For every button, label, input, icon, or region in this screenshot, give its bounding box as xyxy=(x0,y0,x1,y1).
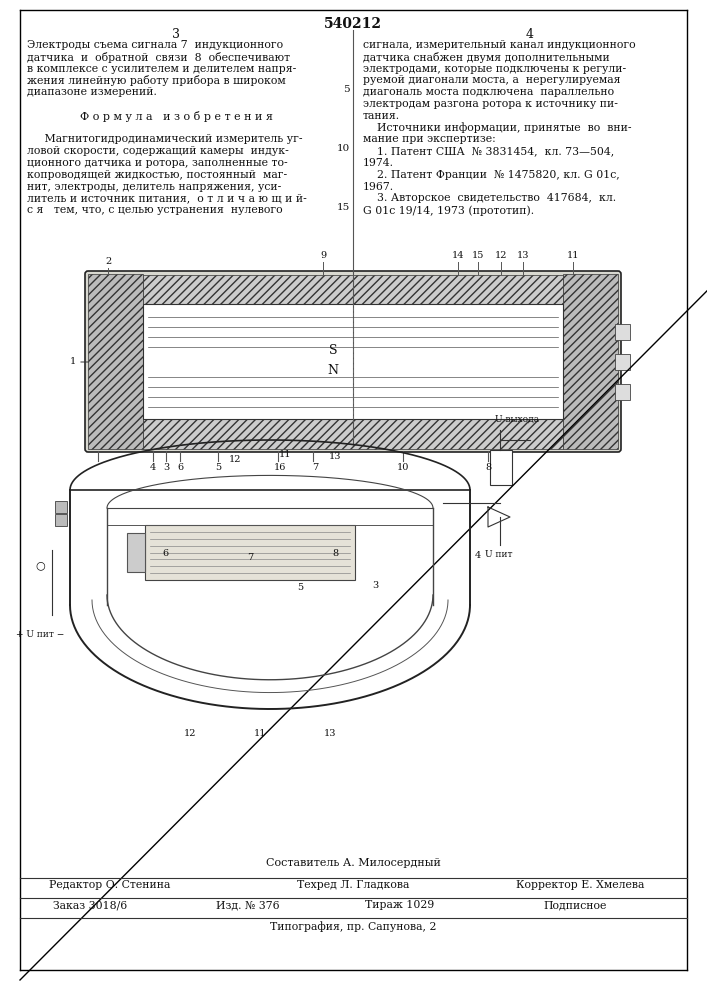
Text: 9: 9 xyxy=(320,251,326,260)
Text: 4: 4 xyxy=(475,550,481,560)
Bar xyxy=(143,419,563,449)
Text: 15: 15 xyxy=(472,251,484,260)
Bar xyxy=(88,274,143,449)
Text: Составитель А. Милосердный: Составитель А. Милосердный xyxy=(266,858,440,868)
Bar xyxy=(143,275,563,305)
Text: сигнала, измерительный канал индукционного: сигнала, измерительный канал индукционно… xyxy=(363,40,636,50)
Text: 15: 15 xyxy=(337,203,350,212)
Text: нит, электроды, делитель напряжения, уси-: нит, электроды, делитель напряжения, уси… xyxy=(27,182,281,192)
Text: копроводящей жидкостью, постоянный  маг-: копроводящей жидкостью, постоянный маг- xyxy=(27,170,287,180)
Text: 2: 2 xyxy=(105,257,111,266)
Text: 3: 3 xyxy=(372,580,378,589)
Text: 8: 8 xyxy=(485,463,491,472)
Text: Типография, пр. Сапунова, 2: Типография, пр. Сапунова, 2 xyxy=(270,921,436,932)
FancyBboxPatch shape xyxy=(85,271,621,452)
Bar xyxy=(127,533,145,572)
Text: 1967.: 1967. xyxy=(363,182,394,192)
Text: 12: 12 xyxy=(184,729,197,738)
Bar xyxy=(615,324,630,340)
Text: 3: 3 xyxy=(163,463,169,472)
Text: ловой скорости, содержащий камеры  индук-: ловой скорости, содержащий камеры индук- xyxy=(27,146,288,156)
Text: 12: 12 xyxy=(495,251,507,260)
Text: 3: 3 xyxy=(172,28,180,41)
Text: ционного датчика и ротора, заполненные то-: ционного датчика и ротора, заполненные т… xyxy=(27,158,288,168)
Text: литель и источник питания,  о т л и ч а ю щ и й-: литель и источник питания, о т л и ч а ю… xyxy=(27,193,307,203)
Text: электродами, которые подключены к регули-: электродами, которые подключены к регули… xyxy=(363,64,626,74)
Text: 13: 13 xyxy=(329,452,341,461)
Bar xyxy=(615,354,630,370)
Text: датчика снабжен двумя дополнительными: датчика снабжен двумя дополнительными xyxy=(363,52,609,63)
Text: 1: 1 xyxy=(70,358,76,366)
Text: Подписное: Подписное xyxy=(543,900,607,910)
Text: 3. Авторское  свидетельство  417684,  кл.: 3. Авторское свидетельство 417684, кл. xyxy=(363,193,616,203)
Text: S: S xyxy=(329,344,337,357)
Text: Корректор Е. Хмелева: Корректор Е. Хмелева xyxy=(516,880,644,890)
Bar xyxy=(615,384,630,400)
Text: Редактор О. Стенина: Редактор О. Стенина xyxy=(49,880,170,890)
Text: тания.: тания. xyxy=(363,111,400,121)
Text: диагональ моста подключена  параллельно: диагональ моста подключена параллельно xyxy=(363,87,614,97)
Text: 4: 4 xyxy=(150,463,156,472)
Text: 12: 12 xyxy=(229,455,241,464)
Text: датчика  и  обратной  связи  8  обеспечивают: датчика и обратной связи 8 обеспечивают xyxy=(27,52,290,63)
Text: 6: 6 xyxy=(177,463,183,472)
Text: 7: 7 xyxy=(312,463,318,472)
Text: 1. Патент США  № 3831454,  кл. 73—504,: 1. Патент США № 3831454, кл. 73—504, xyxy=(363,146,614,156)
Text: Техред Л. Гладкова: Техред Л. Гладкова xyxy=(297,880,409,890)
Bar xyxy=(145,525,355,580)
Text: 10: 10 xyxy=(397,463,409,472)
Text: + U пит −: + U пит − xyxy=(16,630,64,639)
Text: 16: 16 xyxy=(274,463,286,472)
Text: в комплексе с усилителем и делителем напря-: в комплексе с усилителем и делителем нап… xyxy=(27,64,296,74)
Text: 11: 11 xyxy=(254,729,267,738)
Text: Ф о р м у л а   и з о б р е т е н и я: Ф о р м у л а и з о б р е т е н и я xyxy=(80,111,272,122)
Text: 11: 11 xyxy=(279,450,291,459)
Text: Заказ 3018/6: Заказ 3018/6 xyxy=(53,900,127,910)
Text: U выхода: U выхода xyxy=(495,415,539,424)
Text: 6: 6 xyxy=(162,548,168,558)
Text: Магнитогидродинамический измеритель уг-: Магнитогидродинамический измеритель уг- xyxy=(27,134,303,144)
Text: мание при экспертизе:: мание при экспертизе: xyxy=(363,134,496,144)
Text: 13: 13 xyxy=(517,251,530,260)
Text: Источники информации, принятые  во  вни-: Источники информации, принятые во вни- xyxy=(363,123,631,133)
Bar xyxy=(490,450,512,485)
Text: 14: 14 xyxy=(452,251,464,260)
Text: N: N xyxy=(327,363,339,376)
Text: 10: 10 xyxy=(337,144,350,153)
Bar xyxy=(143,304,563,419)
Text: 5: 5 xyxy=(344,85,350,94)
Text: 13: 13 xyxy=(324,729,337,738)
Text: диапазоне измерений.: диапазоне измерений. xyxy=(27,87,157,97)
Text: руемой диагонали моста, а  нерегулируемая: руемой диагонали моста, а нерегулируемая xyxy=(363,75,621,85)
Bar xyxy=(55,501,67,513)
Text: Тираж 1029: Тираж 1029 xyxy=(366,900,435,910)
Text: Электроды съема сигнала 7  индукционного: Электроды съема сигнала 7 индукционного xyxy=(27,40,283,50)
Text: 11: 11 xyxy=(567,251,579,260)
Text: 2. Патент Франции  № 1475820, кл. G 01c,: 2. Патент Франции № 1475820, кл. G 01c, xyxy=(363,170,620,180)
Text: G 01c 19/14, 1973 (прототип).: G 01c 19/14, 1973 (прототип). xyxy=(363,205,534,216)
Text: ○: ○ xyxy=(35,560,45,570)
Text: электродам разгона ротора к источнику пи-: электродам разгона ротора к источнику пи… xyxy=(363,99,618,109)
Text: 7: 7 xyxy=(247,554,253,562)
Text: 5: 5 xyxy=(215,463,221,472)
Text: 540212: 540212 xyxy=(324,17,382,31)
Text: Изд. № 376: Изд. № 376 xyxy=(216,900,280,910)
Text: 4: 4 xyxy=(526,28,534,41)
Text: U пит: U пит xyxy=(485,550,513,559)
Text: жения линейную работу прибора в широком: жения линейную работу прибора в широком xyxy=(27,75,286,86)
Bar xyxy=(563,274,618,449)
Text: с я   тем, что, с целью устранения  нулевого: с я тем, что, с целью устранения нулевог… xyxy=(27,205,283,215)
Bar xyxy=(55,514,67,526)
Text: 5: 5 xyxy=(297,584,303,592)
Text: 8: 8 xyxy=(332,548,338,558)
Text: 1974.: 1974. xyxy=(363,158,394,168)
